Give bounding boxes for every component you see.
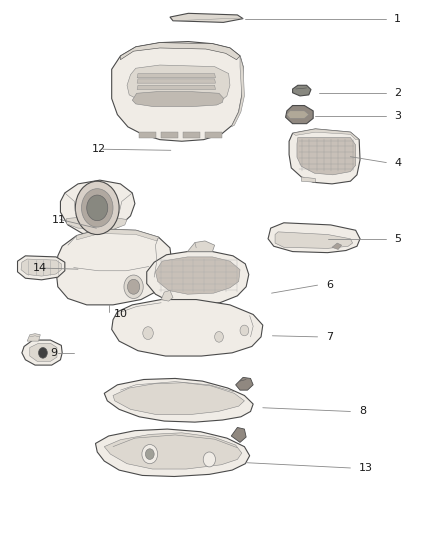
Polygon shape	[77, 229, 159, 241]
Text: 3: 3	[394, 111, 401, 121]
Polygon shape	[112, 300, 263, 356]
Polygon shape	[132, 92, 223, 107]
Polygon shape	[95, 429, 250, 477]
Polygon shape	[268, 223, 360, 253]
Text: 2: 2	[394, 88, 401, 98]
Polygon shape	[161, 132, 178, 138]
Polygon shape	[104, 433, 242, 469]
Circle shape	[127, 279, 140, 294]
Polygon shape	[27, 334, 40, 341]
Circle shape	[39, 348, 47, 358]
Circle shape	[215, 332, 223, 342]
Polygon shape	[139, 132, 156, 138]
Circle shape	[142, 445, 158, 464]
Polygon shape	[137, 85, 215, 90]
Polygon shape	[275, 232, 353, 248]
Polygon shape	[127, 65, 230, 106]
Text: 12: 12	[92, 144, 106, 154]
Polygon shape	[286, 106, 313, 124]
Polygon shape	[231, 427, 246, 442]
Circle shape	[145, 449, 154, 459]
Text: 8: 8	[359, 407, 366, 416]
Text: 14: 14	[33, 263, 47, 273]
Polygon shape	[293, 85, 311, 96]
Polygon shape	[147, 252, 249, 305]
Circle shape	[240, 325, 249, 336]
Polygon shape	[332, 243, 342, 249]
Polygon shape	[137, 74, 215, 78]
Polygon shape	[231, 56, 244, 127]
Polygon shape	[112, 42, 243, 141]
Polygon shape	[104, 378, 253, 422]
Polygon shape	[21, 259, 61, 276]
Polygon shape	[113, 383, 244, 415]
Polygon shape	[297, 138, 356, 175]
Polygon shape	[170, 13, 243, 22]
Circle shape	[143, 327, 153, 340]
Polygon shape	[183, 132, 200, 138]
Text: 1: 1	[394, 14, 401, 23]
Polygon shape	[30, 343, 57, 361]
Text: 4: 4	[394, 158, 401, 167]
Polygon shape	[120, 43, 240, 60]
Polygon shape	[18, 256, 65, 280]
Polygon shape	[67, 217, 127, 229]
Polygon shape	[287, 111, 309, 118]
Polygon shape	[289, 129, 360, 184]
Polygon shape	[137, 79, 215, 83]
Text: 5: 5	[394, 234, 401, 244]
Text: 11: 11	[52, 215, 66, 224]
Circle shape	[81, 189, 113, 227]
Polygon shape	[56, 229, 172, 305]
Polygon shape	[301, 177, 315, 182]
Polygon shape	[161, 290, 173, 301]
Text: 6: 6	[326, 280, 333, 290]
Circle shape	[203, 452, 215, 467]
Polygon shape	[236, 377, 253, 390]
Text: 7: 7	[326, 332, 333, 342]
Polygon shape	[155, 257, 240, 294]
Text: 13: 13	[359, 463, 373, 473]
Circle shape	[75, 181, 119, 235]
Polygon shape	[60, 180, 135, 233]
Circle shape	[124, 275, 143, 298]
Polygon shape	[205, 132, 222, 138]
Circle shape	[87, 195, 108, 221]
Text: 9: 9	[50, 348, 57, 358]
Polygon shape	[22, 340, 62, 365]
Polygon shape	[187, 241, 215, 252]
Text: 10: 10	[114, 310, 128, 319]
Polygon shape	[293, 129, 359, 140]
